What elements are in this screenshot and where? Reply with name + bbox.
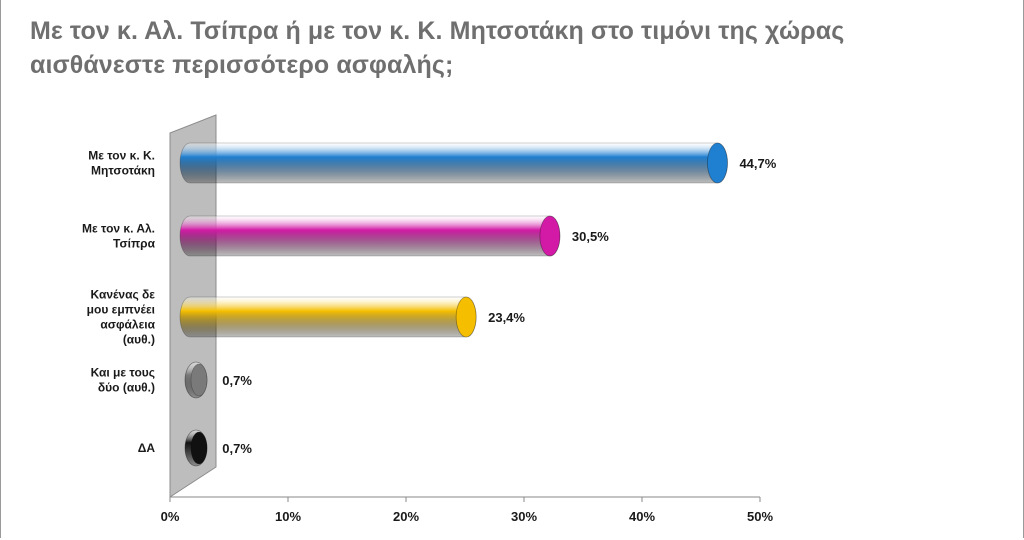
category-label-line: Με τον κ. Κ. [88, 149, 155, 163]
bar [179, 142, 728, 184]
x-tick-label: 30% [511, 509, 537, 524]
x-tick-label: 20% [393, 509, 419, 524]
chart-title-line-1: Με τον κ. Αλ. Τσίπρα ή με τον κ. Κ. Μητσ… [30, 17, 845, 45]
data-label: 0,7% [222, 373, 252, 388]
x-tick-label: 0% [161, 509, 180, 524]
bar [179, 215, 561, 257]
category-label-line: δύο (αυθ.) [98, 381, 155, 395]
bar-end-cap [190, 363, 208, 397]
bar [179, 296, 477, 338]
x-tick-label: 10% [275, 509, 301, 524]
chart-title-line-2: αισθάνεστε περισσότερο ασφαλής; [30, 51, 454, 79]
bar-end-cap [707, 142, 728, 184]
data-label: 23,4% [488, 310, 525, 325]
category-label-line: Και με τους [91, 366, 155, 380]
data-label: 44,7% [739, 156, 776, 171]
category-label-line: μου εμπνέει [87, 303, 155, 317]
category-label-line: Τσίπρα [113, 237, 156, 251]
chart-title: Με τον κ. Αλ. Τσίπρα ή με τον κ. Κ. Μητσ… [30, 14, 990, 82]
bar-end-cap [455, 296, 477, 338]
bar-end-cap [190, 431, 208, 465]
category-label: Με τον κ. Κ. Μητσοτάκη [88, 149, 155, 178]
x-tick-label: 50% [747, 509, 773, 524]
category-label-line: ΔΑ [138, 441, 156, 455]
category-label: Κανένας δε μου εμπνέει ασφάλεια (αυθ.) [87, 288, 156, 347]
category-label-line: Με τον κ. Αλ. [82, 222, 155, 236]
category-label: Και με τους δύο (αυθ.) [91, 366, 155, 395]
category-label-line: (αυθ.) [123, 333, 155, 347]
data-label: 0,7% [222, 441, 252, 456]
category-label-line: Μητσοτάκη [91, 164, 155, 178]
data-label: 30,5% [572, 229, 609, 244]
x-tick-label: 40% [629, 509, 655, 524]
bar-end-cap [539, 215, 561, 257]
category-label: ΔΑ [138, 441, 156, 455]
category-label-line: Κανένας δε [91, 288, 156, 302]
category-label-line: ασφάλεια [100, 318, 155, 332]
category-label: Με τον κ. Αλ. Τσίπρα [82, 222, 156, 251]
